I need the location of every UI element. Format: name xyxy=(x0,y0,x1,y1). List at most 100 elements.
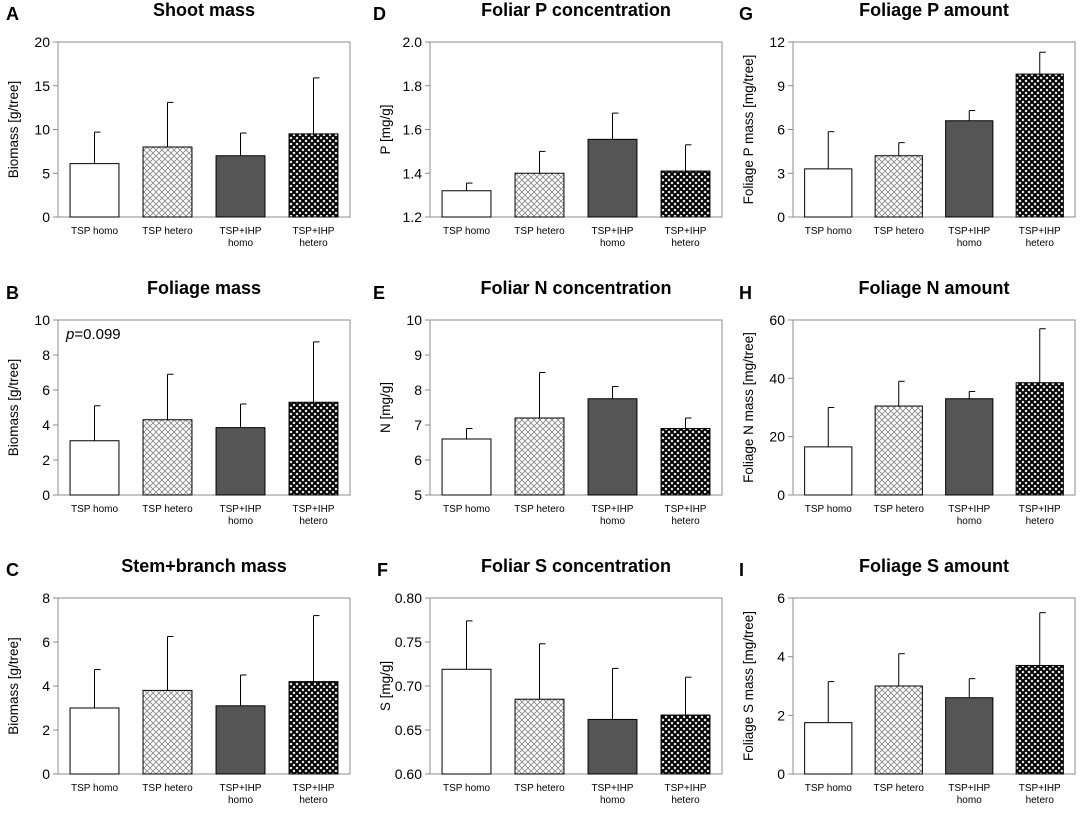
bar xyxy=(945,120,994,218)
bar xyxy=(69,440,120,496)
panel-letter: D xyxy=(373,4,386,24)
y-tick-label: 0 xyxy=(42,766,50,782)
y-tick-label: 10 xyxy=(406,312,422,328)
bar xyxy=(804,722,853,775)
category-label: TSP homo xyxy=(443,504,490,515)
y-tick-label: 40 xyxy=(769,370,785,386)
bar xyxy=(874,405,923,496)
bar xyxy=(660,428,711,496)
panel-f: F Foliar S concentration 0.60 0.65 0.70 0.75 0… xyxy=(377,556,723,806)
y-tick-label: 9 xyxy=(414,347,422,363)
y-axis-label: Biomass [g/tree] xyxy=(6,637,21,735)
y-axis-label: S [mg/g] xyxy=(378,661,393,711)
y-tick-label: 6 xyxy=(414,452,422,468)
bar xyxy=(660,170,711,218)
y-tick-label: 8 xyxy=(414,382,422,398)
panel-letter: F xyxy=(377,560,388,580)
category-label: TSP+IHP xyxy=(220,504,262,515)
category-label: homo xyxy=(228,795,253,806)
category-label: TSP hetero xyxy=(874,504,925,515)
y-axis-label: Foliage P mass [mg/tree] xyxy=(741,55,756,205)
panel-letter: A xyxy=(6,4,19,24)
y-tick-label: 2 xyxy=(42,722,50,738)
category-label: TSP+IHP xyxy=(293,226,335,237)
chart-title: Foliar S concentration xyxy=(481,556,671,576)
y-axis-label: Biomass [g/tree] xyxy=(6,359,21,457)
bar xyxy=(945,398,994,496)
y-tick-label: 10 xyxy=(34,122,50,138)
panel-d: D Foliar P concentration 1.2 1.4 1.6 1.8 2.0 P … xyxy=(373,0,723,249)
bar xyxy=(288,681,339,775)
bar xyxy=(587,138,638,218)
bar xyxy=(288,401,339,496)
plot-frame xyxy=(429,319,723,496)
y-tick-label: 7 xyxy=(414,417,422,433)
panel-b: B Foliage mass 0 2 4 6 8 10 Biomass [g/tree] TSP … xyxy=(6,278,351,527)
category-label: hetero xyxy=(1026,516,1055,527)
y-tick-label: 6 xyxy=(42,382,50,398)
category-label: TSP+IHP xyxy=(592,226,634,237)
plot-frame xyxy=(792,319,1076,496)
y-tick-label: 15 xyxy=(34,78,50,94)
y-tick-label: 20 xyxy=(769,429,785,445)
y-tick-label: 0.65 xyxy=(395,722,422,738)
category-label: TSP hetero xyxy=(514,504,565,515)
bar xyxy=(945,697,994,775)
category-label: TSP+IHP xyxy=(665,226,707,237)
y-tick-label: 5 xyxy=(414,487,422,503)
category-label: hetero xyxy=(1026,795,1055,806)
y-tick-label: 6 xyxy=(42,634,50,650)
y-axis-label: P [mg/g] xyxy=(378,104,393,154)
bar xyxy=(1015,73,1064,218)
category-label: TSP+IHP xyxy=(948,226,990,237)
bar xyxy=(142,689,193,775)
category-label: TSP+IHP xyxy=(665,504,707,515)
panel-letter: I xyxy=(739,560,744,580)
y-tick-label: 1.4 xyxy=(403,165,423,181)
y-tick-label: 0 xyxy=(777,209,785,225)
panel-letter: C xyxy=(6,560,19,580)
category-label: homo xyxy=(600,516,625,527)
category-label: homo xyxy=(228,516,253,527)
y-tick-label: 2.0 xyxy=(403,34,423,50)
chart-title: Foliar P concentration xyxy=(481,0,671,20)
y-tick-label: 0.80 xyxy=(395,590,422,606)
y-tick-label: 9 xyxy=(777,78,785,94)
category-label: TSP+IHP xyxy=(1019,226,1061,237)
bar xyxy=(514,698,565,775)
y-tick-label: 2 xyxy=(777,707,785,723)
bar xyxy=(514,417,565,496)
category-label: homo xyxy=(957,795,982,806)
category-label: hetero xyxy=(299,516,328,527)
y-tick-label: 60 xyxy=(769,312,785,328)
bar xyxy=(441,438,492,496)
bar xyxy=(288,133,339,218)
category-label: homo xyxy=(600,795,625,806)
category-label: TSP hetero xyxy=(874,226,925,237)
chart-title: Foliage mass xyxy=(147,278,261,298)
p-value: =0.099 xyxy=(74,326,120,343)
category-label: homo xyxy=(228,238,253,249)
bar xyxy=(804,168,853,218)
y-tick-label: 0 xyxy=(777,487,785,503)
chart-title: Foliage S amount xyxy=(859,556,1009,576)
category-label: hetero xyxy=(1026,238,1055,249)
bar xyxy=(514,172,565,218)
y-tick-label: 8 xyxy=(42,347,50,363)
y-tick-label: 12 xyxy=(769,34,785,50)
panel-letter: G xyxy=(739,4,753,24)
category-label: TSP+IHP xyxy=(293,504,335,515)
bar xyxy=(215,427,266,496)
chart-title: Foliage P amount xyxy=(859,0,1009,20)
category-label: TSP+IHP xyxy=(1019,783,1061,794)
y-tick-label: 4 xyxy=(42,417,50,433)
plot-frame xyxy=(792,597,1076,775)
category-label: TSP hetero xyxy=(874,783,925,794)
category-label: TSP+IHP xyxy=(220,783,262,794)
bar xyxy=(1015,382,1064,496)
bar xyxy=(441,190,492,218)
y-axis-label: Foliage N mass [mg/tree] xyxy=(741,332,756,483)
panel-g: G Foliage P amount 0 3 6 9 12 Foliage P mass [m… xyxy=(739,0,1076,249)
category-label: hetero xyxy=(671,238,700,249)
